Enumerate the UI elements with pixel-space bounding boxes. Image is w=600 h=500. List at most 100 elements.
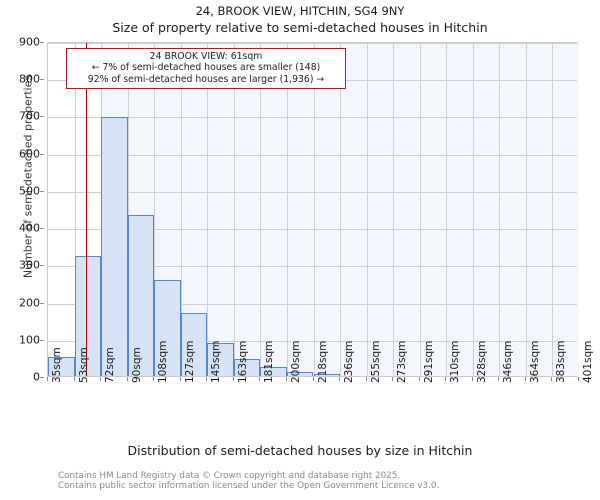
x-tick-mark [578,377,579,381]
x-tick-label: 218sqm [316,340,329,383]
gridline-y-900 [48,43,577,44]
x-tick-mark [418,377,420,381]
page-title: 24, BROOK VIEW, HITCHIN, SG4 9NY [195,4,405,18]
title-block: 24, BROOK VIEW, HITCHIN, SG4 9NY Size of… [0,4,600,36]
annotation-smaller-text: ← 7% of semi-detached houses are smaller… [91,62,321,74]
x-tick-label: 291sqm [422,340,435,383]
y-tick-mark [40,79,44,81]
x-tick-label: 181sqm [263,340,276,383]
x-tick-label: 200sqm [289,340,302,383]
gridline-y-100 [48,340,577,342]
chart-subtitle: Size of property relative to semi-detach… [112,20,488,35]
x-tick-label: 346sqm [502,340,515,383]
gridline-x-200sqm [286,43,288,376]
x-tick-mark [524,377,526,381]
gridline-x-163sqm [233,43,235,376]
gridline-x-108sqm [154,43,156,376]
gridline-x-255sqm [366,43,368,376]
x-tick-mark [312,377,314,381]
gridline-x-181sqm [260,43,262,376]
x-tick-mark [445,377,447,381]
gridline-y-400 [48,229,577,231]
x-tick-mark [498,377,500,381]
bar-72sqm [101,117,128,376]
gridline-y-200 [48,303,577,305]
gridline-x-127sqm [180,43,182,376]
x-tick-label: 236sqm [343,340,356,383]
y-tick-mark [40,153,44,155]
y-tick-mark [40,339,44,341]
gridline-x-236sqm [340,43,342,376]
y-tick-label: 600 [19,147,40,161]
x-tick-mark [126,377,128,381]
bar-108sqm [154,279,181,376]
x-tick-label: 127sqm [183,340,196,383]
attribution-line-2: Contains public sector information licen… [58,481,440,491]
y-tick-mark [40,265,44,267]
annotation-property-label: 24 BROOK VIEW: 61sqm [149,51,263,62]
y-tick-mark [40,302,44,304]
gridline-x-145sqm [207,43,209,376]
attribution-footer: Contains HM Land Registry data © Crown c… [58,471,578,491]
gridline-x-90sqm [127,43,129,376]
gridline-y-300 [48,266,577,268]
x-tick-mark [551,377,553,381]
bar-127sqm [180,312,208,376]
x-tick-mark [206,377,208,381]
gridline-y-700 [48,117,577,119]
x-tick-mark [471,377,473,381]
x-tick-mark [47,377,48,381]
gridline-x-383sqm [552,43,554,376]
x-tick-label: 255sqm [369,340,382,383]
y-tick-label: 100 [19,333,40,347]
larger-than-property-shading [101,43,579,376]
bar-53sqm [74,256,102,376]
y-tick-mark [40,42,44,43]
x-tick-mark [232,377,234,381]
plot-area [47,42,579,377]
x-tick-label: 108sqm [157,340,170,383]
gridline-x-310sqm [446,43,448,376]
y-tick-label: 300 [19,258,40,272]
gridline-y-600 [48,154,577,156]
x-tick-mark [339,377,341,381]
y-tick-mark [40,228,44,230]
x-tick-mark [365,377,367,381]
x-tick-label: 35sqm [51,347,63,383]
x-axis-ticks: 35sqm 53sqm 72sqm 90sqm 108sqm 127sqm 145sqm 16… [47,341,594,437]
y-tick-label: 0 [33,370,40,384]
x-tick-mark [100,377,102,381]
gridline-x-346sqm [499,43,501,376]
bar-145sqm [207,342,234,376]
x-tick-mark [285,377,287,381]
x-tick-mark [179,377,181,381]
y-tick-mark [40,116,44,118]
annotation-larger-text: 92% of semi-detached houses are larger (… [87,73,325,85]
x-tick-mark [259,377,261,381]
y-tick-mark [40,377,44,378]
bar-35sqm [48,357,75,376]
y-tick-mark [40,190,44,192]
y-tick-label: 200 [19,296,40,310]
bar-181sqm [260,367,287,376]
x-tick-label: 273sqm [396,340,409,383]
gridline-y-500 [48,191,577,193]
y-tick-label: 400 [19,221,40,235]
bar-200sqm [286,372,314,376]
x-tick-label: 163sqm [236,340,249,383]
x-tick-label: 72sqm [104,347,117,383]
x-tick-label: 310sqm [449,340,462,383]
gridline-x-291sqm [419,43,421,376]
gridline-x-273sqm [393,43,395,376]
x-tick-mark [392,377,394,381]
x-tick-label: 401sqm [582,340,594,383]
x-tick-mark [73,377,75,381]
y-tick-label: 500 [19,184,40,198]
x-axis-title: Distribution of semi-detached houses by … [127,443,473,458]
gridline-x-364sqm [525,43,527,376]
y-tick-label: 800 [19,72,40,86]
property-size-marker-line [85,43,88,376]
x-tick-label: 383sqm [555,340,568,383]
attribution-line-1: Contains HM Land Registry data © Crown c… [58,471,401,481]
x-tick-label: 90sqm [130,347,143,383]
